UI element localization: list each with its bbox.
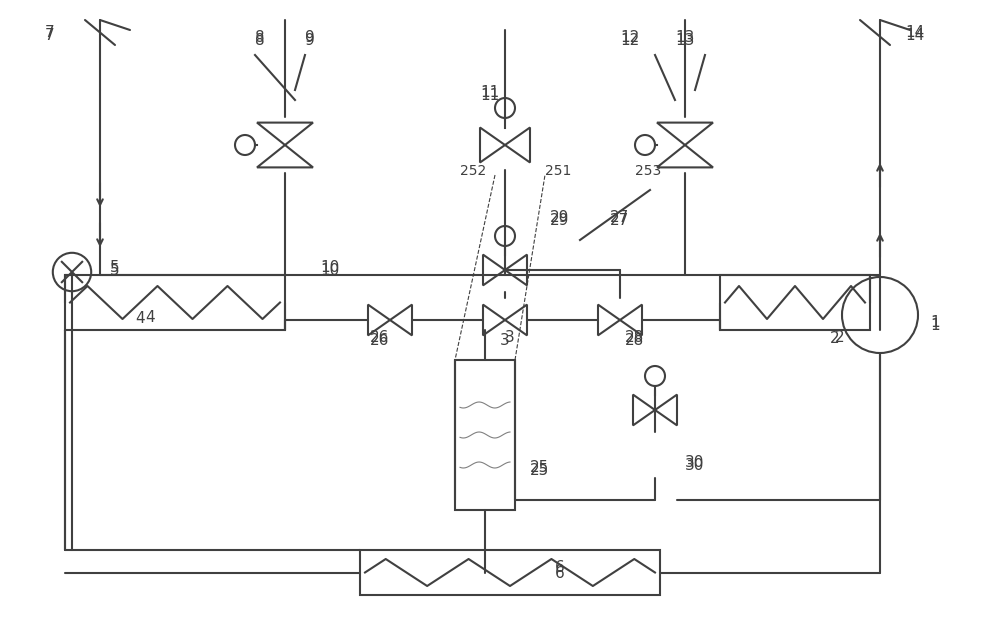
Bar — [65, 275, 285, 330]
Text: 1: 1 — [930, 318, 940, 333]
Text: 8: 8 — [255, 33, 265, 48]
Text: 26: 26 — [370, 330, 389, 345]
Text: 27: 27 — [610, 210, 629, 225]
Text: 11: 11 — [480, 88, 499, 103]
Text: 30: 30 — [685, 458, 704, 473]
Text: 10: 10 — [320, 263, 339, 278]
Text: 26: 26 — [370, 333, 389, 348]
Text: 251: 251 — [545, 164, 571, 178]
Text: 27: 27 — [610, 213, 629, 228]
Text: 3: 3 — [500, 333, 510, 348]
Text: 13: 13 — [675, 33, 694, 48]
Bar — [455, 360, 515, 510]
Text: 9: 9 — [305, 30, 315, 45]
Text: 253: 253 — [635, 164, 661, 178]
Text: 25: 25 — [530, 463, 549, 478]
Text: 11: 11 — [480, 85, 499, 100]
Bar — [360, 550, 660, 595]
Text: 12: 12 — [620, 30, 639, 45]
Text: 5: 5 — [110, 263, 120, 278]
Text: 252: 252 — [460, 164, 486, 178]
Text: 6: 6 — [555, 560, 565, 575]
Text: 13: 13 — [675, 30, 694, 45]
Text: 3: 3 — [505, 330, 515, 345]
Text: 30: 30 — [685, 455, 704, 470]
Bar — [720, 275, 870, 330]
Text: 14: 14 — [905, 25, 924, 40]
Text: 5: 5 — [110, 260, 120, 275]
Text: 12: 12 — [620, 33, 639, 48]
Text: 25: 25 — [530, 460, 549, 475]
Text: 7: 7 — [45, 25, 55, 40]
Text: 8: 8 — [255, 30, 265, 45]
Text: 10: 10 — [320, 260, 339, 275]
Text: 29: 29 — [550, 213, 569, 228]
Text: 1: 1 — [930, 315, 940, 330]
Text: 14: 14 — [905, 28, 924, 43]
Text: 2: 2 — [835, 330, 845, 345]
Text: 2: 2 — [830, 331, 840, 346]
Text: 4: 4 — [135, 311, 145, 326]
Text: 28: 28 — [625, 330, 644, 345]
Text: 6: 6 — [555, 566, 565, 581]
Text: 7: 7 — [45, 28, 55, 43]
Text: 29: 29 — [550, 210, 569, 225]
Text: 4: 4 — [145, 310, 155, 325]
Text: 9: 9 — [305, 33, 315, 48]
Text: 28: 28 — [625, 333, 644, 348]
